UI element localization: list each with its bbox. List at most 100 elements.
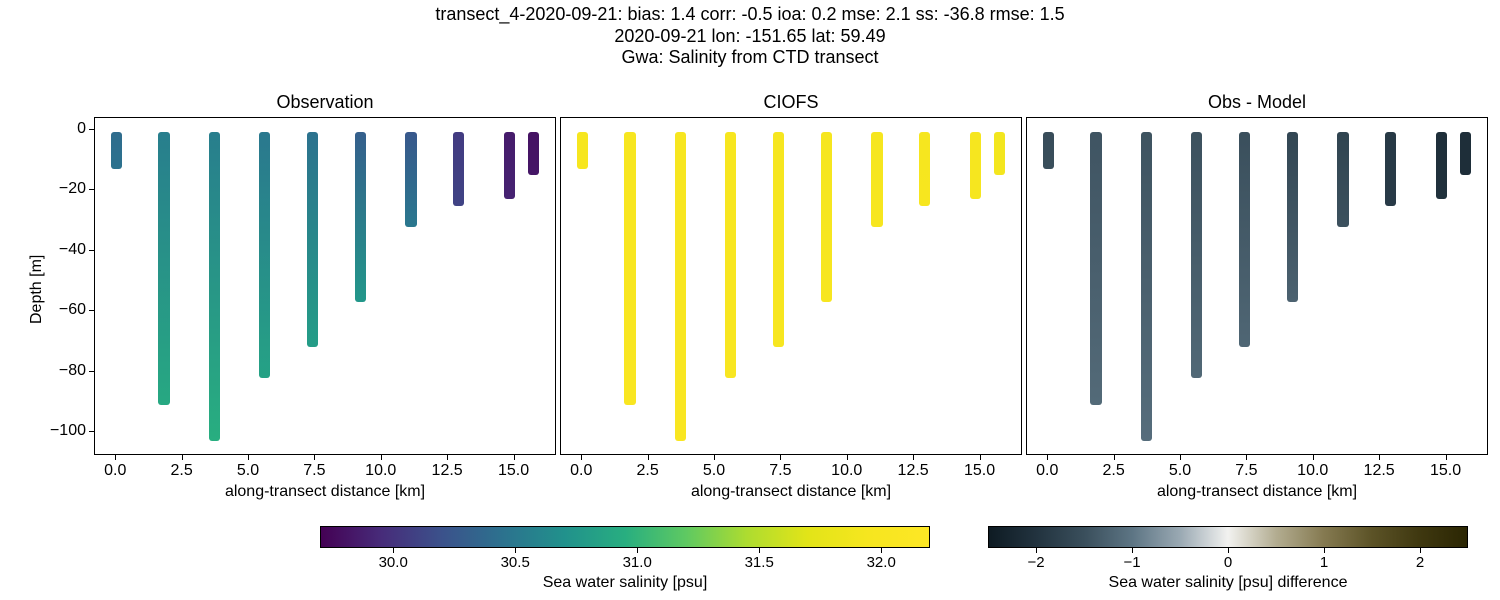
xtick-label: 2.5 (170, 462, 192, 480)
colorbar-tick-mark (881, 548, 882, 553)
colorbar-right (988, 526, 1468, 548)
colorbar-tick-label: 2 (1416, 554, 1424, 571)
ytick-mark (89, 129, 94, 130)
colorbar-tick-label: 31.0 (623, 554, 652, 571)
profile-bar (821, 132, 832, 303)
profile-bar (1141, 132, 1152, 441)
xtick-label: 15.0 (498, 462, 529, 480)
profile-bar (209, 132, 220, 441)
colorbar-label: Sea water salinity [psu] (320, 574, 930, 592)
profile-bar (355, 132, 366, 303)
figure: transect_4-2020-09-21: bias: 1.4 corr: -… (0, 0, 1500, 600)
figure-title-line: 2020-09-21 lon: -151.65 lat: 59.49 (0, 26, 1500, 48)
profile-bar (919, 132, 930, 206)
colorbar-tick-mark (1420, 548, 1421, 553)
ytick-mark (89, 250, 94, 251)
x-axis-label: along-transect distance [km] (1026, 483, 1488, 501)
xtick-label: 15.0 (1430, 462, 1461, 480)
profile-bar (1460, 132, 1471, 176)
xtick-mark (381, 455, 382, 460)
ytick-mark (89, 189, 94, 190)
colorbar-tick-label: 32.0 (867, 554, 896, 571)
profile-bar (504, 132, 515, 200)
xtick-mark (1313, 455, 1314, 460)
colorbar-tick-mark (1228, 548, 1229, 553)
profile-bar (577, 132, 588, 170)
profile-bar (1191, 132, 1202, 378)
xtick-mark (847, 455, 848, 460)
xtick-mark (1446, 455, 1447, 460)
colorbar-label: Sea water salinity [psu] difference (988, 574, 1468, 592)
colorbar-tick-label: 31.5 (745, 554, 774, 571)
profile-bar (675, 132, 686, 441)
xtick-label: 5.0 (1169, 462, 1191, 480)
profile-bar (970, 132, 981, 200)
xtick-label: 7.5 (303, 462, 325, 480)
profile-bar (453, 132, 464, 206)
xtick-label: 2.5 (1102, 462, 1124, 480)
ytick-label: −100 (44, 422, 86, 440)
xtick-mark (1379, 455, 1380, 460)
ytick-mark (89, 310, 94, 311)
panel-title: Observation (95, 92, 555, 113)
colorbar-tick-label: −1 (1123, 554, 1140, 571)
xtick-mark (980, 455, 981, 460)
profile-bar (773, 132, 784, 348)
profile-bar (307, 132, 318, 348)
x-axis-label: along-transect distance [km] (94, 483, 556, 501)
colorbar-left (320, 526, 930, 548)
xtick-mark (1180, 455, 1181, 460)
ytick-label: 0 (44, 120, 86, 138)
profile-bar (405, 132, 416, 227)
figure-title: transect_4-2020-09-21: bias: 1.4 corr: -… (0, 4, 1500, 69)
colorbar-tick-label: 0 (1224, 554, 1232, 571)
xtick-mark (648, 455, 649, 460)
xtick-label: 7.5 (769, 462, 791, 480)
profile-bar (1239, 132, 1250, 348)
colorbar-tick-mark (1036, 548, 1037, 553)
profile-bar (1337, 132, 1348, 227)
ytick-label: −40 (44, 241, 86, 259)
xtick-label: 0.0 (1036, 462, 1058, 480)
xtick-mark (1047, 455, 1048, 460)
xtick-mark (248, 455, 249, 460)
profile-bar (259, 132, 270, 378)
profile-bar (1090, 132, 1101, 405)
profile-bar (158, 132, 169, 405)
colorbar-tick-label: 1 (1320, 554, 1328, 571)
ytick-mark (89, 371, 94, 372)
panel-title: Obs - Model (1027, 92, 1487, 113)
ytick-mark (89, 431, 94, 432)
panel-title: CIOFS (561, 92, 1021, 113)
x-axis-label: along-transect distance [km] (560, 483, 1022, 501)
colorbar-tick-label: 30.0 (379, 554, 408, 571)
colorbar-tick-label: 30.5 (501, 554, 530, 571)
panel-diff: Obs - Model (1026, 117, 1488, 455)
ytick-label: −20 (44, 180, 86, 198)
profile-bar (725, 132, 736, 378)
y-axis-label: Depth [m] (28, 255, 46, 324)
xtick-label: 15.0 (964, 462, 995, 480)
xtick-label: 0.0 (104, 462, 126, 480)
xtick-mark (1114, 455, 1115, 460)
colorbar-tick-mark (1324, 548, 1325, 553)
xtick-mark (581, 455, 582, 460)
colorbar-tick-label: −2 (1027, 554, 1044, 571)
xtick-mark (780, 455, 781, 460)
profile-bar (1043, 132, 1054, 170)
colorbar-tick-mark (515, 548, 516, 553)
xtick-mark (314, 455, 315, 460)
xtick-mark (182, 455, 183, 460)
ytick-label: −60 (44, 301, 86, 319)
xtick-label: 2.5 (636, 462, 658, 480)
colorbar-tick-mark (393, 548, 394, 553)
xtick-mark (447, 455, 448, 460)
profile-bar (1385, 132, 1396, 206)
colorbar-tick-mark (759, 548, 760, 553)
xtick-mark (115, 455, 116, 460)
xtick-mark (1246, 455, 1247, 460)
profile-bar (1287, 132, 1298, 303)
figure-title-line: transect_4-2020-09-21: bias: 1.4 corr: -… (0, 4, 1500, 26)
profile-bar (528, 132, 539, 176)
xtick-label: 12.5 (1364, 462, 1395, 480)
